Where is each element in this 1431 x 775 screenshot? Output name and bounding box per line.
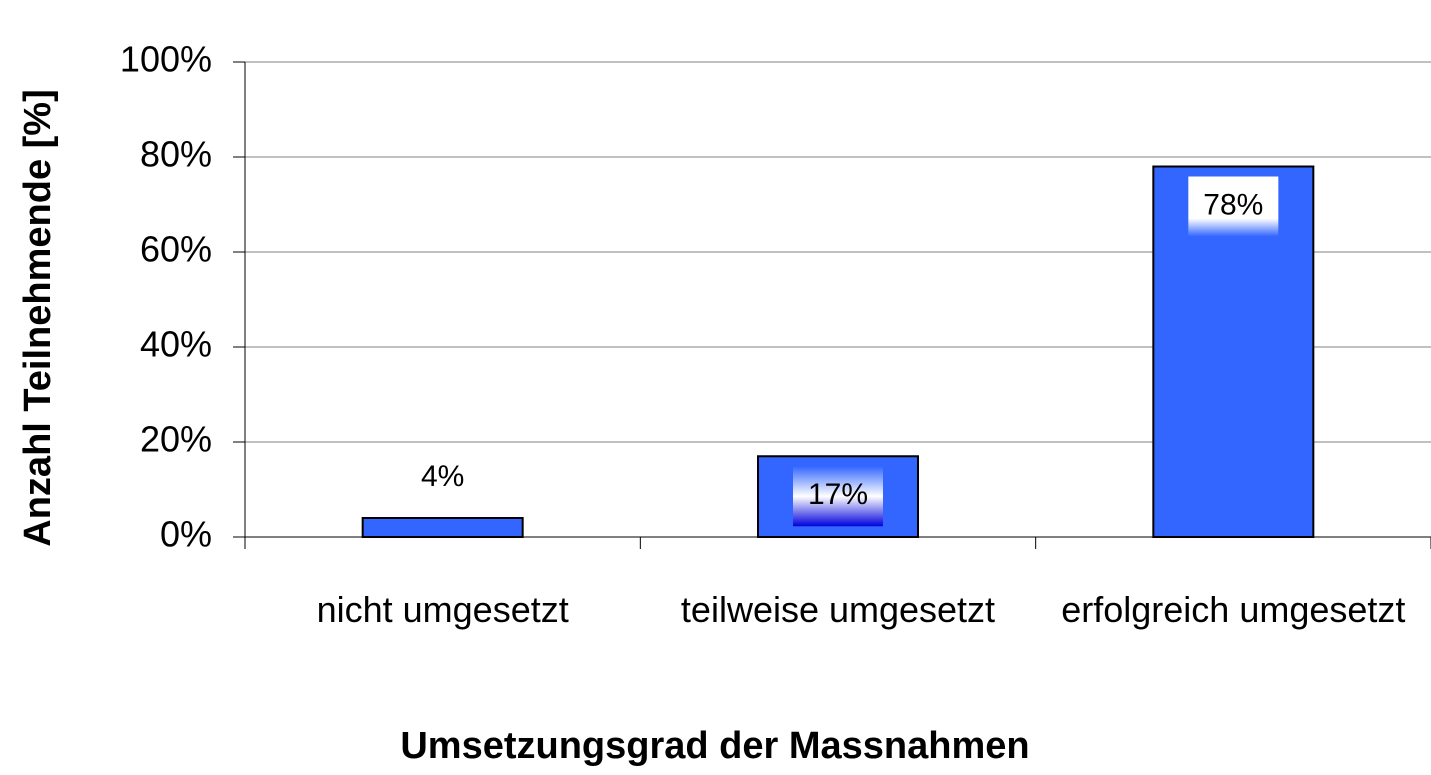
y-tick-label: 20% xyxy=(140,419,212,460)
bar xyxy=(361,517,524,538)
y-tick-label: 0% xyxy=(160,514,212,555)
y-axis-title: Anzahl Teilnehmende [%] xyxy=(17,89,59,546)
y-tick-label: 100% xyxy=(120,39,212,80)
data-label: 4% xyxy=(421,460,464,493)
x-axis-title: Umsetzungsgrad der Massnahmen xyxy=(400,725,1029,767)
data-label-background xyxy=(793,466,883,527)
x-tick-label: erfolgreich umgesetzt xyxy=(1061,589,1406,630)
data-label: 17% xyxy=(808,478,868,511)
x-tick-label: teilweise umgesetzt xyxy=(680,589,996,630)
x-tick-label: nicht umgesetzt xyxy=(316,589,569,630)
y-tick-label: 80% xyxy=(140,134,212,175)
y-tick-label: 60% xyxy=(140,229,212,270)
data-label-background xyxy=(397,448,488,508)
y-tick-label: 40% xyxy=(140,324,212,365)
data-label-background xyxy=(1188,176,1279,237)
data-label: 78% xyxy=(1203,188,1263,221)
